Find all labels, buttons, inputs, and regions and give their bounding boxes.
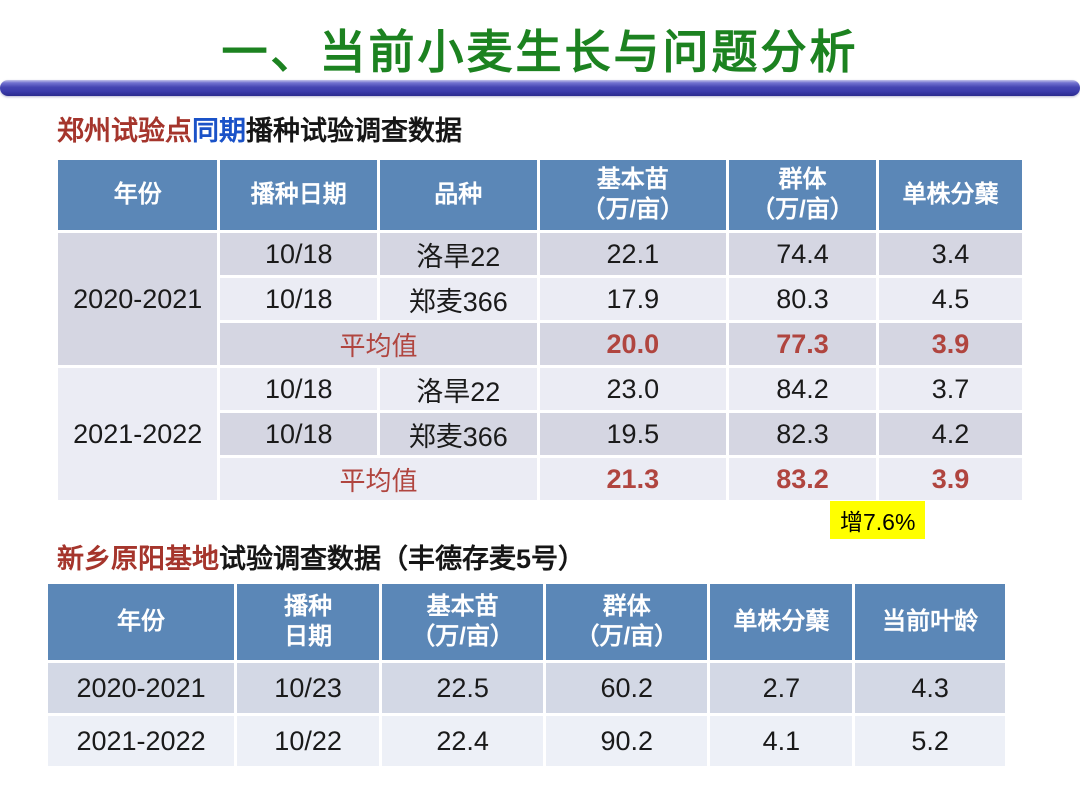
t1-average-tillers: 3.9 [875, 320, 1026, 368]
t1-cell-variety: 郑麦366 [377, 275, 540, 323]
t1-average-tillers: 3.9 [875, 455, 1026, 503]
t2-cell-population: 60.2 [543, 660, 711, 716]
subtitle-xinxiang: 新乡原阳基地试验调查数据（丰德存麦5号） [57, 537, 585, 576]
t1-cell-basic-seedlings: 22.1 [536, 230, 730, 278]
t1-cell-tillers: 4.2 [875, 410, 1026, 458]
xinxiang-table: 年份 播种 日期 基本苗 （万/亩） 群体 （万/亩） 单株分蘖 当前叶龄 20… [44, 581, 1008, 769]
subtitle-xinxiang-rest: 试验调查数据（丰德存麦5号） [219, 544, 586, 574]
t1-cell-population: 74.4 [726, 230, 879, 278]
t2-header-population: 群体 （万/亩） [543, 581, 711, 663]
t2-cell-basic-seedlings: 22.5 [379, 660, 547, 716]
t1-header-variety: 品种 [377, 157, 540, 233]
subtitle-zhengzhou-blue: 同期 [192, 116, 246, 146]
t2-row: 2020-2021 10/23 22.5 60.2 2.7 4.3 [44, 660, 1008, 716]
t1-cell-population: 80.3 [726, 275, 879, 323]
t1-cell-tillers: 3.7 [875, 365, 1026, 413]
t1-cell-variety: 洛旱22 [377, 365, 540, 413]
t1-header-year: 年份 [54, 157, 221, 233]
t1-average-row: 平均值 20.0 77.3 3.9 [57, 320, 1026, 368]
t1-cell-population: 82.3 [726, 410, 879, 458]
title-divider-bar [0, 80, 1080, 96]
subtitle-zhengzhou-red: 郑州试验点 [57, 116, 192, 146]
t1-average-label: 平均值 [217, 455, 540, 503]
t1-average-row: 平均值 21.3 83.2 3.9 [57, 455, 1026, 503]
t2-cell-tillers: 2.7 [707, 660, 856, 716]
t1-row: 10/18 郑麦366 17.9 80.3 4.5 [57, 275, 1026, 323]
page-title: 一、当前小麦生长与问题分析 [221, 26, 859, 78]
t2-cell-sowing-date: 10/23 [234, 660, 383, 716]
t1-cell-tillers: 4.5 [875, 275, 1026, 323]
t1-average-label: 平均值 [217, 320, 540, 368]
t2-cell-year: 2020-2021 [44, 660, 238, 716]
t2-cell-population: 90.2 [543, 713, 711, 769]
t1-cell-sowing-date: 10/18 [217, 365, 380, 413]
t1-cell-variety: 郑麦366 [377, 410, 540, 458]
t1-average-population: 77.3 [726, 320, 879, 368]
t1-average-basic-seedlings: 21.3 [536, 455, 730, 503]
t2-cell-leaf-age: 5.2 [852, 713, 1008, 769]
t1-cell-basic-seedlings: 19.5 [536, 410, 730, 458]
t1-header-sowing-date: 播种日期 [217, 157, 380, 233]
t2-header-sowing-date: 播种 日期 [234, 581, 383, 663]
t1-row: 2021-2022 10/18 洛旱22 23.0 84.2 3.7 [54, 365, 1026, 503]
t1-header-tillers: 单株分蘖 [875, 157, 1026, 233]
t2-cell-sowing-date: 10/22 [234, 713, 383, 769]
t1-year-cell-2021-2022: 2021-2022 [54, 365, 221, 503]
t1-header-row: 年份 播种日期 品种 基本苗 （万/亩） 群体 （万/亩） 单株分蘖 [54, 157, 1026, 233]
t1-row: 2020-2021 10/18 洛旱22 22.1 74.4 3.4 [54, 230, 1026, 368]
t2-header-tillers: 单株分蘖 [707, 581, 856, 663]
t2-header-basic-seedlings: 基本苗 （万/亩） [379, 581, 547, 663]
t1-row: 10/18 郑麦366 19.5 82.3 4.2 [57, 410, 1026, 458]
zhengzhou-table: 年份 播种日期 品种 基本苗 （万/亩） 群体 （万/亩） 单株分蘖 2020-… [54, 157, 1026, 503]
t1-cell-population: 84.2 [726, 365, 879, 413]
subtitle-zhengzhou-rest: 播种试验调查数据 [246, 116, 462, 146]
t2-cell-basic-seedlings: 22.4 [379, 713, 547, 769]
t2-header-year: 年份 [44, 581, 238, 663]
t2-row: 2021-2022 10/22 22.4 90.2 4.1 5.2 [44, 713, 1008, 769]
t1-year-cell-2020-2021: 2020-2021 [54, 230, 221, 368]
t1-cell-tillers: 3.4 [875, 230, 1026, 278]
increase-badge: 增7.6% [830, 501, 926, 539]
t1-cell-sowing-date: 10/18 [217, 230, 380, 278]
t1-cell-basic-seedlings: 17.9 [536, 275, 730, 323]
t2-header-row: 年份 播种 日期 基本苗 （万/亩） 群体 （万/亩） 单株分蘖 当前叶龄 [44, 581, 1008, 663]
t1-header-basic-seedlings: 基本苗 （万/亩） [536, 157, 730, 233]
t1-average-population: 83.2 [726, 455, 879, 503]
t1-cell-variety: 洛旱22 [377, 230, 540, 278]
t2-cell-tillers: 4.1 [707, 713, 856, 769]
t1-header-population: 群体 （万/亩） [726, 157, 879, 233]
t2-cell-year: 2021-2022 [44, 713, 238, 769]
subtitle-zhengzhou: 郑州试验点同期播种试验调查数据 [57, 109, 462, 148]
t2-header-leaf-age: 当前叶龄 [852, 581, 1008, 663]
t1-cell-sowing-date: 10/18 [217, 275, 380, 323]
t2-cell-leaf-age: 4.3 [852, 660, 1008, 716]
t1-cell-basic-seedlings: 23.0 [536, 365, 730, 413]
subtitle-xinxiang-red: 新乡原阳基地 [57, 544, 219, 574]
t1-average-basic-seedlings: 20.0 [536, 320, 730, 368]
t1-cell-sowing-date: 10/18 [217, 410, 380, 458]
